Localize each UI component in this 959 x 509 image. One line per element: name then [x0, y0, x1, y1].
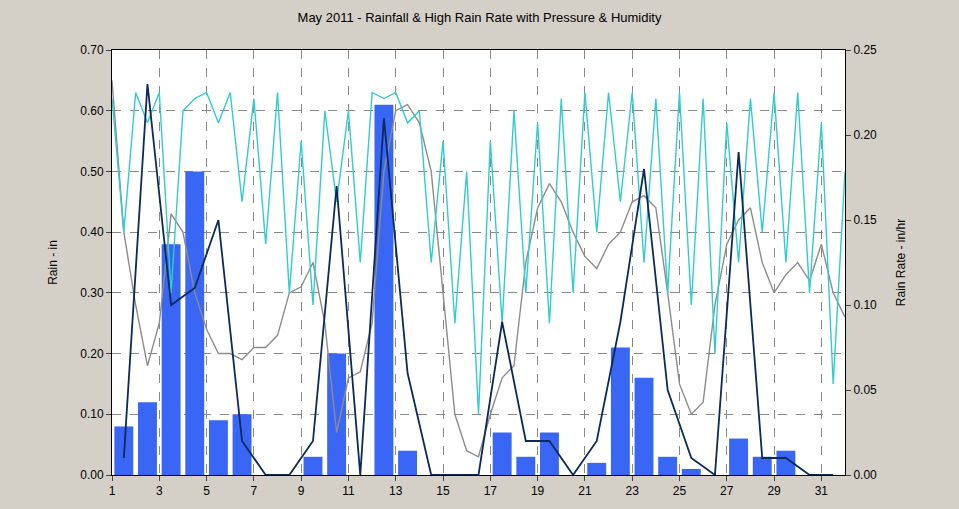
- svg-text:7: 7: [251, 484, 258, 498]
- svg-text:0.15: 0.15: [853, 213, 877, 227]
- svg-text:29: 29: [767, 484, 781, 498]
- svg-text:3: 3: [156, 484, 163, 498]
- svg-text:0.20: 0.20: [853, 128, 877, 142]
- svg-text:21: 21: [578, 484, 592, 498]
- svg-text:11: 11: [342, 484, 355, 498]
- svg-text:Rain - in: Rain - in: [46, 240, 60, 285]
- svg-text:27: 27: [720, 484, 734, 498]
- svg-text:0.00: 0.00: [853, 468, 877, 482]
- svg-text:9: 9: [298, 484, 305, 498]
- svg-text:25: 25: [673, 484, 687, 498]
- svg-text:13: 13: [389, 484, 403, 498]
- svg-text:0.05: 0.05: [853, 383, 877, 397]
- svg-text:Rain Rate - in/hr: Rain Rate - in/hr: [894, 219, 908, 306]
- svg-text:23: 23: [626, 484, 640, 498]
- svg-text:17: 17: [484, 484, 498, 498]
- svg-text:19: 19: [531, 484, 545, 498]
- svg-text:0.10: 0.10: [80, 407, 104, 421]
- svg-text:May 2011 - Rainfall & High Rai: May 2011 - Rainfall & High Rain Rate wit…: [298, 10, 662, 25]
- svg-text:0.20: 0.20: [80, 347, 104, 361]
- svg-text:0.00: 0.00: [80, 468, 104, 482]
- svg-text:0.40: 0.40: [80, 225, 104, 239]
- svg-text:0.70: 0.70: [80, 43, 104, 57]
- svg-text:5: 5: [203, 484, 210, 498]
- svg-text:15: 15: [436, 484, 450, 498]
- svg-text:1: 1: [109, 484, 116, 498]
- svg-text:0.10: 0.10: [853, 298, 877, 312]
- svg-text:0.30: 0.30: [80, 286, 104, 300]
- svg-text:0.60: 0.60: [80, 104, 104, 118]
- svg-text:0.25: 0.25: [853, 43, 877, 57]
- svg-text:31: 31: [815, 484, 829, 498]
- svg-text:0.50: 0.50: [80, 165, 104, 179]
